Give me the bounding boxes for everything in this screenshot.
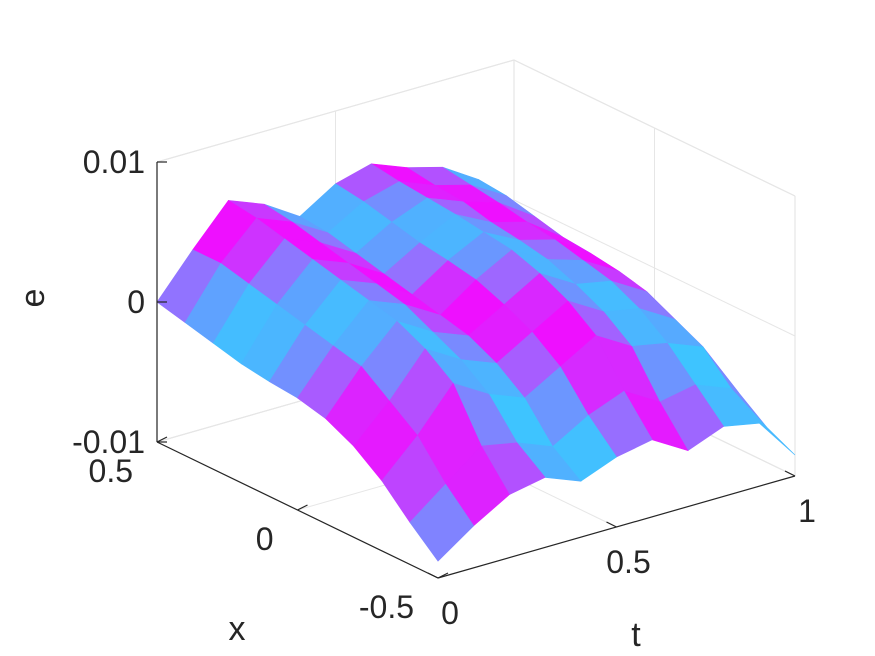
x-tick-label-1: 0 <box>256 521 274 557</box>
x-tick-1 <box>297 504 308 511</box>
t-tick-label-0: 0 <box>441 595 459 631</box>
t-tick-2 <box>784 470 796 477</box>
e-tick-label-2: 0.01 <box>83 144 145 180</box>
x-tick-2 <box>156 436 168 443</box>
x-tick-label-2: 0.5 <box>89 453 133 489</box>
back-grid-z-2 <box>156 59 515 163</box>
surface-layer <box>156 163 796 562</box>
x-axis-label: x <box>229 610 246 648</box>
side-grid-z-1 <box>513 199 796 337</box>
z-axis-label: e <box>14 289 52 308</box>
t-axis-label: t <box>631 616 641 654</box>
x-tick-label-0: -0.5 <box>359 589 414 625</box>
x-tick-0 <box>437 572 449 579</box>
t-tick-label-2: 1 <box>798 493 816 529</box>
e-tick-label-1: 0 <box>127 284 145 320</box>
t-tick-label-1: 0.5 <box>606 544 650 580</box>
surface-patch-0-0 <box>409 483 475 562</box>
t-tick-0 <box>427 572 439 579</box>
side-grid-z-2 <box>513 59 796 197</box>
e-tick-label-0: -0.01 <box>72 424 145 460</box>
t-tick-1 <box>606 521 617 528</box>
labels-layer: e x t <box>14 289 641 654</box>
